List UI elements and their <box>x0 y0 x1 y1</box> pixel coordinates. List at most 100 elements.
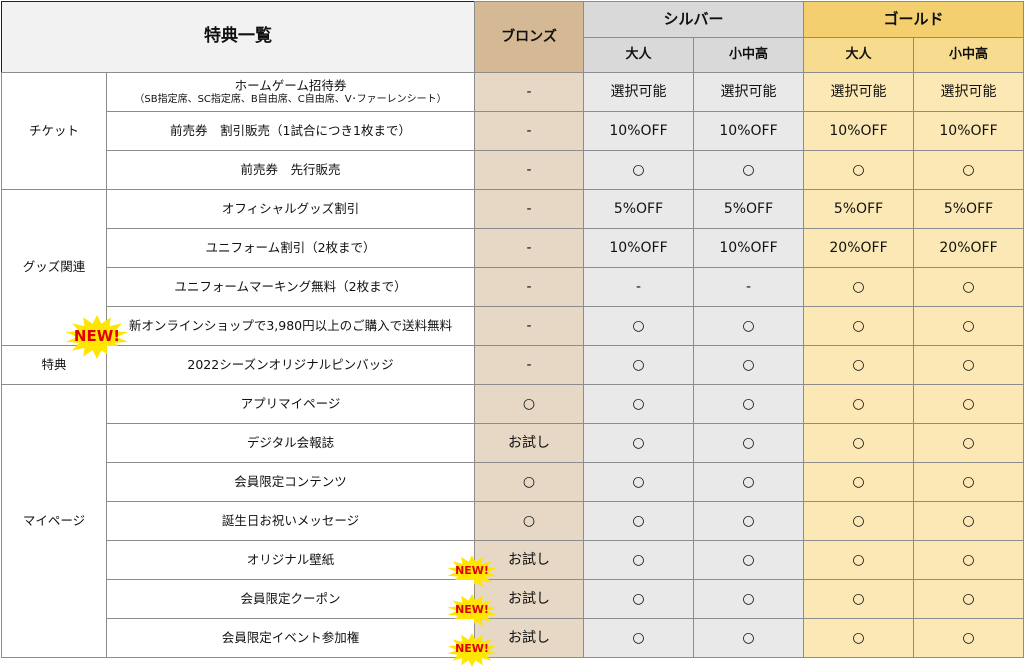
gold-adult-value: ○ <box>803 501 915 541</box>
silver-youth-value: ○ <box>692 618 805 658</box>
gold-adult-value: ○ <box>803 345 915 385</box>
silver-adult-value: - <box>583 267 694 307</box>
gold-adult-value: 5%OFF <box>803 189 915 229</box>
starburst-icon <box>447 632 497 667</box>
benefit-name: 会員限定イベント参加権 <box>221 629 360 645</box>
table-row: NEW! オリジナル壁紙 お試し ○ ○ ○ ○ <box>2 540 1024 589</box>
table-row: 前売券 先行販売 - ○ ○ ○ ○ <box>2 150 1024 190</box>
gold-youth-value: 選択可能 <box>913 72 1024 112</box>
silver-youth-value: 10%OFF <box>692 228 805 268</box>
gold-adult-value: ○ <box>803 423 915 463</box>
gold-youth-value: 20%OFF <box>913 228 1024 268</box>
category-ticket: チケット <box>1 72 107 190</box>
silver-header: シルバー <box>582 1 805 38</box>
silver-youth-value: 10%OFF <box>692 111 805 151</box>
silver-adult-value: ○ <box>583 501 694 541</box>
benefit-cell: 前売券 先行販売 <box>106 150 475 190</box>
benefit-name: ユニフォーム割引（2枚まで） <box>205 239 376 255</box>
bronze-value: - <box>474 345 584 385</box>
gold-adult-header: 大人 <box>803 37 915 73</box>
table-row: マイページ アプリマイページ ○ ○ ○ ○ ○ <box>1 384 1024 658</box>
benefit-cell: 誕生日お祝いメッセージ <box>106 501 475 541</box>
table-row: NEW! 会員限定イベント参加権 お試し ○ ○ ○ ○ <box>2 618 1024 667</box>
benefit-name: 会員限定クーポン <box>240 590 341 606</box>
benefit-cell: オフィシャルグッズ割引 <box>106 189 475 229</box>
benefit-cell: NEW! オリジナル壁紙 <box>106 540 497 589</box>
benefit-name: ユニフォームマーキング無料（2枚まで） <box>174 278 407 294</box>
gold-adult-value: ○ <box>803 540 915 580</box>
table-row: グッズ関連 オフィシャルグッズ割引 -5%OFF 5%OFF 5%OFF 5%OFF <box>1 189 1024 346</box>
table-row: 誕生日お祝いメッセージ ○ ○ ○ ○ ○ <box>2 501 1024 541</box>
silver-adult-value: ○ <box>583 423 694 463</box>
silver-youth-value: ○ <box>692 345 805 385</box>
silver-adult-value: 10%OFF <box>583 228 694 268</box>
bronze-value: ○ <box>474 501 584 541</box>
gold-adult-value: ○ <box>803 579 915 619</box>
benefit-cell: 前売券 割引販売（1試合につき1枚まで） <box>106 111 475 151</box>
table-row: デジタル会報誌 お試し ○ ○ ○ ○ <box>2 423 1024 463</box>
gold-adult-value: ○ <box>803 618 915 658</box>
table-row: 特典 2022シーズンオリジナルピンバッジ - ○ ○ ○ ○ <box>1 345 1024 385</box>
bronze-value: - <box>474 189 584 229</box>
silver-adult-value: ○ <box>583 306 694 346</box>
silver-youth-value: ○ <box>692 579 805 619</box>
gold-youth-value: ○ <box>913 618 1024 658</box>
bronze-value: - <box>474 111 584 151</box>
benefit-cell: アプリマイページ <box>106 384 475 424</box>
gold-youth-value: ○ <box>913 423 1024 463</box>
benefit-name: デジタル会報誌 <box>246 434 335 450</box>
gold-adult-value: ○ <box>803 462 915 502</box>
category-mypage: マイページ <box>1 384 107 658</box>
benefit-cell: NEW! 会員限定クーポン <box>106 579 497 628</box>
gold-youth-value: 5%OFF <box>913 189 1024 229</box>
silver-adult-value: ○ <box>583 345 694 385</box>
bronze-value: お試し <box>474 423 584 463</box>
benefit-name: 前売券 先行販売 <box>240 161 341 177</box>
gold-youth-value: ○ <box>913 501 1024 541</box>
bronze-value: お試し <box>474 540 584 580</box>
benefit-name: オフィシャルグッズ割引 <box>221 200 360 216</box>
bronze-value: ○ <box>474 462 584 502</box>
silver-adult-value: 10%OFF <box>583 111 694 151</box>
gold-adult-value: ○ <box>803 150 915 190</box>
benefit-cell: ユニフォーム割引（2枚まで） <box>106 228 475 268</box>
silver-youth-value: 選択可能 <box>692 72 805 112</box>
silver-adult-value: 5%OFF <box>583 189 694 229</box>
gold-adult-value: ○ <box>803 267 915 307</box>
benefit-name: 前売券 割引販売（1試合につき1枚まで） <box>170 122 411 138</box>
bronze-value: - <box>474 150 584 190</box>
bronze-value: - <box>474 306 584 346</box>
gold-adult-value: 20%OFF <box>803 228 915 268</box>
silver-youth-header: 小中高 <box>692 37 805 73</box>
table-title: 特典一覧 <box>1 1 475 73</box>
benefit-name: アプリマイページ <box>240 395 341 411</box>
bronze-value: お試し <box>474 618 584 658</box>
gold-youth-value: ○ <box>913 540 1024 580</box>
silver-adult-value: ○ <box>583 579 694 619</box>
silver-youth-value: - <box>692 267 805 307</box>
benefit-name: ホームゲーム招待券 <box>234 77 347 93</box>
table-row: 前売券 割引販売（1試合につき1枚まで） -10%OFF 10%OFF 10%OFF 1… <box>2 111 1024 151</box>
gold-youth-value: ○ <box>913 306 1024 346</box>
silver-youth-value: ○ <box>692 423 805 463</box>
benefit-name: 誕生日お祝いメッセージ <box>221 512 360 528</box>
gold-header: ゴールド <box>803 1 1024 38</box>
bronze-value: - <box>474 72 584 112</box>
gold-youth-value: ○ <box>913 150 1024 190</box>
table-row: NEW! 新オンラインショップで3,980円以上のご購入で送料無料 - ○ ○ ○ ○ <box>2 306 1024 359</box>
table-row: 会員限定コンテンツ ○ ○ ○ ○ ○ <box>2 462 1024 502</box>
benefit-cell: 会員限定コンテンツ <box>106 462 475 502</box>
gold-youth-value: ○ <box>913 579 1024 619</box>
table-row: NEW! 会員限定クーポン お試し ○ ○ ○ ○ <box>2 579 1024 628</box>
silver-youth-value: ○ <box>692 540 805 580</box>
gold-adult-value: 選択可能 <box>803 72 915 112</box>
table-row: ユニフォームマーキング無料（2枚まで） - - - ○ ○ <box>2 267 1024 307</box>
benefit-cell: NEW! 会員限定イベント参加権 <box>106 618 497 667</box>
silver-adult-value: ○ <box>583 540 694 580</box>
benefit-cell: ユニフォームマーキング無料（2枚まで） <box>106 267 475 307</box>
benefit-name: 2022シーズンオリジナルピンバッジ <box>187 356 394 372</box>
benefit-cell: ホームゲーム招待券 （SB指定席、SC指定席、B自由席、C自由席、V･ファーレンシ… <box>106 72 475 112</box>
benefit-name: 新オンラインショップで3,980円以上のご購入で送料無料 <box>128 317 453 333</box>
bronze-header: ブロンズ <box>474 1 584 73</box>
table-row: チケット ホームゲーム招待券 （SB指定席、SC指定席、B自由席、C自由席、V･ファ… <box>1 72 1024 190</box>
